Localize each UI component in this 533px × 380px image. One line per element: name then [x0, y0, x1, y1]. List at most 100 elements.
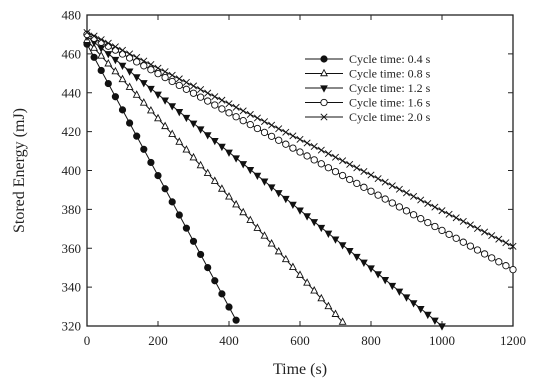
- data-point: [104, 39, 112, 47]
- x-marker-stroke: [126, 50, 134, 58]
- data-point: [132, 90, 141, 98]
- data-point: [239, 161, 248, 169]
- x-marker-stroke: [324, 150, 332, 158]
- x-marker-stroke: [331, 153, 340, 161]
- data-point: [104, 58, 113, 67]
- legend-marker: [320, 98, 328, 107]
- data-point: [338, 171, 347, 180]
- data-point: [118, 46, 127, 54]
- data-point: [90, 43, 99, 51]
- data-point: [289, 144, 297, 152]
- data-point: [90, 32, 98, 40]
- x-marker-stroke: [204, 89, 212, 97]
- data-point: [161, 121, 170, 130]
- data-point: [232, 199, 241, 208]
- data-point: [296, 148, 304, 156]
- data-point: [147, 61, 155, 69]
- legend-marker: [320, 55, 328, 63]
- x-tick-label: 0: [84, 333, 91, 348]
- data-point: [367, 187, 375, 195]
- x-marker-stroke: [459, 217, 467, 225]
- data-point: [83, 28, 91, 37]
- data-point: [196, 160, 205, 169]
- x-marker-stroke: [502, 239, 510, 247]
- x-tick-label: 1000: [429, 333, 455, 348]
- y-tick-label: 340: [62, 280, 82, 295]
- x-marker-stroke: [140, 57, 148, 65]
- x-marker-stroke: [239, 107, 247, 115]
- data-point: [459, 238, 467, 246]
- data-point: [317, 293, 326, 302]
- data-point: [423, 311, 432, 320]
- data-point: [232, 155, 240, 163]
- data-point: [182, 78, 190, 86]
- x-marker-stroke: [438, 207, 446, 215]
- data-point: [175, 109, 184, 117]
- data-point: [296, 135, 304, 143]
- data-point: [133, 132, 141, 140]
- x-marker-stroke: [104, 39, 112, 47]
- y-tick-label: 420: [62, 124, 82, 139]
- x-marker-stroke: [353, 164, 361, 172]
- data-point: [189, 82, 198, 90]
- data-point: [374, 191, 382, 199]
- data-point: [303, 152, 311, 160]
- data-point: [274, 190, 283, 198]
- x-marker-stroke: [488, 232, 496, 240]
- data-point: [352, 253, 361, 262]
- data-point: [225, 149, 233, 157]
- data-point: [395, 203, 404, 211]
- data-point: [189, 120, 198, 128]
- data-point: [281, 195, 290, 204]
- data-point: [139, 80, 148, 88]
- data-point: [317, 160, 325, 168]
- data-point: [182, 114, 191, 123]
- data-point: [168, 129, 177, 137]
- series-2: [83, 35, 347, 325]
- data-point: [345, 248, 354, 256]
- data-point: [253, 223, 262, 231]
- data-point: [310, 143, 318, 151]
- data-point: [438, 226, 446, 235]
- data-point: [281, 254, 290, 263]
- data-point: [161, 97, 169, 105]
- data-point: [246, 120, 254, 129]
- x-marker-stroke: [147, 61, 155, 69]
- data-point: [168, 103, 177, 111]
- x-marker-stroke: [402, 189, 411, 197]
- data-point: [495, 235, 503, 243]
- data-point: [452, 234, 460, 242]
- legend-marker: [320, 113, 328, 121]
- data-point: [303, 278, 312, 286]
- legend-item: Cycle time: 0.8 s: [305, 67, 431, 81]
- y-tick-label: 360: [62, 241, 82, 256]
- data-point: [133, 53, 141, 61]
- data-point: [125, 82, 134, 90]
- data-point: [502, 262, 510, 270]
- x-marker-stroke: [97, 36, 105, 44]
- data-point: [466, 242, 475, 250]
- data-point: [140, 57, 148, 65]
- data-point: [253, 124, 262, 133]
- ticks-group: 0 200 400 600 800 1000 1200 320 340 360 380 400 420 4…: [62, 8, 527, 349]
- x-marker-stroke: [90, 32, 98, 40]
- data-point: [196, 126, 205, 134]
- data-point: [90, 53, 98, 61]
- data-point: [125, 54, 134, 62]
- data-point: [331, 167, 340, 176]
- data-point: [338, 317, 347, 325]
- data-point: [416, 305, 425, 314]
- x-marker-stroke: [495, 235, 503, 243]
- data-point: [395, 288, 404, 296]
- x-marker-stroke: [417, 196, 425, 204]
- plot-frame: [86, 14, 514, 327]
- x-marker-stroke: [381, 178, 389, 186]
- data-point: [480, 250, 489, 258]
- data-point: [140, 145, 148, 153]
- x-marker-stroke: [197, 85, 205, 94]
- data-point: [239, 117, 247, 125]
- data-point: [402, 294, 411, 302]
- legend-label: Cycle time: 0.4 s: [349, 52, 431, 66]
- data-point: [346, 160, 354, 168]
